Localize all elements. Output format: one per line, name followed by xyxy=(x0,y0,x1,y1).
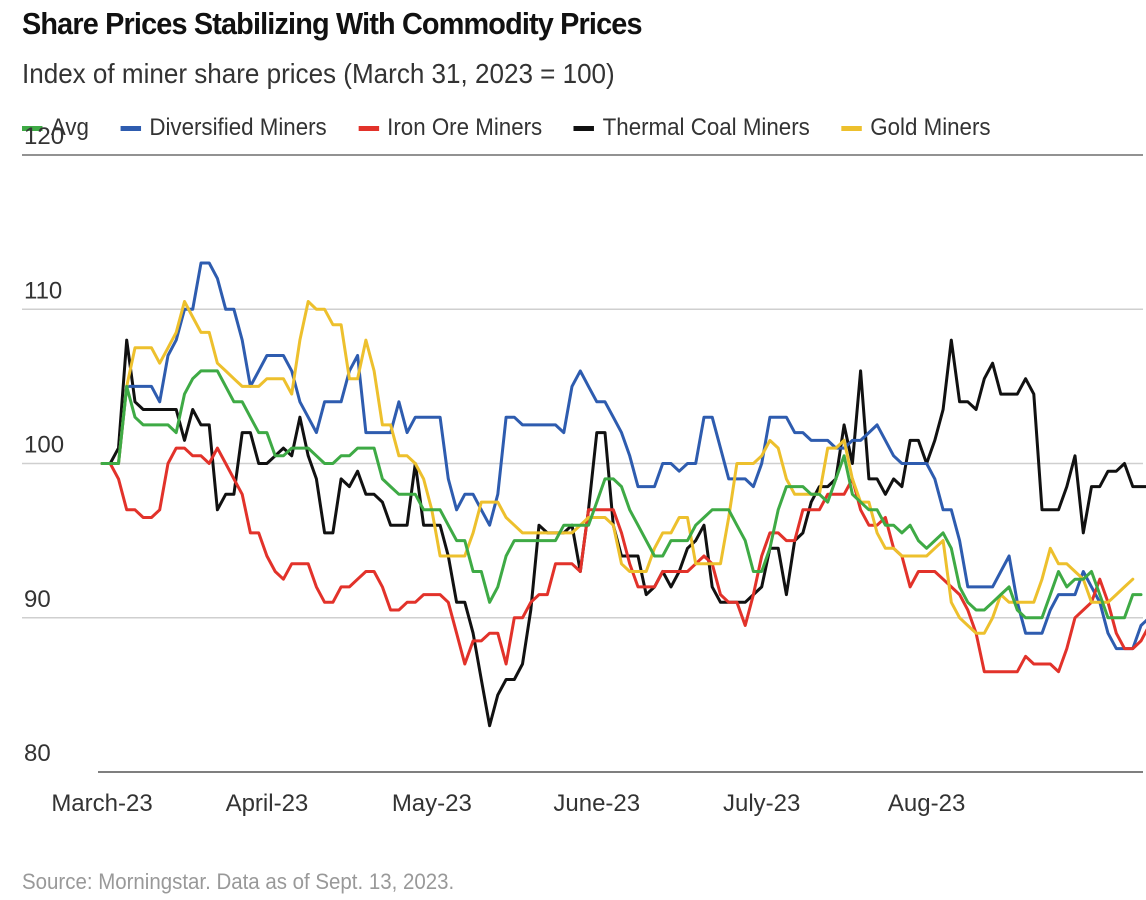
y-tick-label: 90 xyxy=(24,586,51,613)
legend-swatch xyxy=(22,125,43,131)
source-note: Source: Morningstar. Data as of Sept. 13… xyxy=(22,869,455,894)
x-tick-label: June-23 xyxy=(553,790,640,817)
legend-swatch xyxy=(120,125,141,131)
series-line-thermal-coal-miners xyxy=(100,338,1146,728)
x-tick-label: May-23 xyxy=(392,790,472,817)
y-tick-label: 100 xyxy=(24,432,64,459)
legend-swatch xyxy=(573,125,595,131)
y-tick-label: 110 xyxy=(24,277,62,304)
chart-title: Share Prices Stabilizing With Commodity … xyxy=(22,6,643,41)
series-line-avg xyxy=(100,369,1143,620)
y-tick-label: 120 xyxy=(24,123,64,150)
legend-label: Avg xyxy=(50,114,89,141)
x-tick-label: March-23 xyxy=(51,790,152,817)
legend-swatch xyxy=(841,125,862,131)
x-tick-label: April-23 xyxy=(226,790,309,817)
series-line-iron-ore-miners xyxy=(100,446,1146,674)
legend-label: Thermal Coal Miners xyxy=(602,114,810,141)
series-line-gold-miners xyxy=(100,300,1135,635)
legend-item-thermal-coal-miners: Thermal Coal Miners xyxy=(573,114,810,142)
x-tick-label: July-23 xyxy=(723,790,800,817)
legend-label: Gold Miners xyxy=(870,114,991,141)
chart-legend: Avg Diversified Miners Iron Ore Miners T… xyxy=(22,113,1022,143)
legend-item-diversified-miners: Diversified Miners xyxy=(120,114,327,142)
legend-label: Iron Ore Miners xyxy=(387,114,543,141)
legend-swatch xyxy=(358,125,379,131)
y-tick-label: 80 xyxy=(24,740,51,767)
legend-item-avg: Avg xyxy=(22,114,89,142)
legend-label: Diversified Miners xyxy=(149,114,327,141)
legend-item-iron-ore-miners: Iron Ore Miners xyxy=(358,114,542,142)
series-line-diversified-miners xyxy=(100,261,1146,651)
x-tick-label: Aug-23 xyxy=(888,790,965,817)
legend-item-gold-miners: Gold Miners xyxy=(841,114,991,142)
chart-subtitle: Index of miner share prices (March 31, 2… xyxy=(22,58,615,89)
